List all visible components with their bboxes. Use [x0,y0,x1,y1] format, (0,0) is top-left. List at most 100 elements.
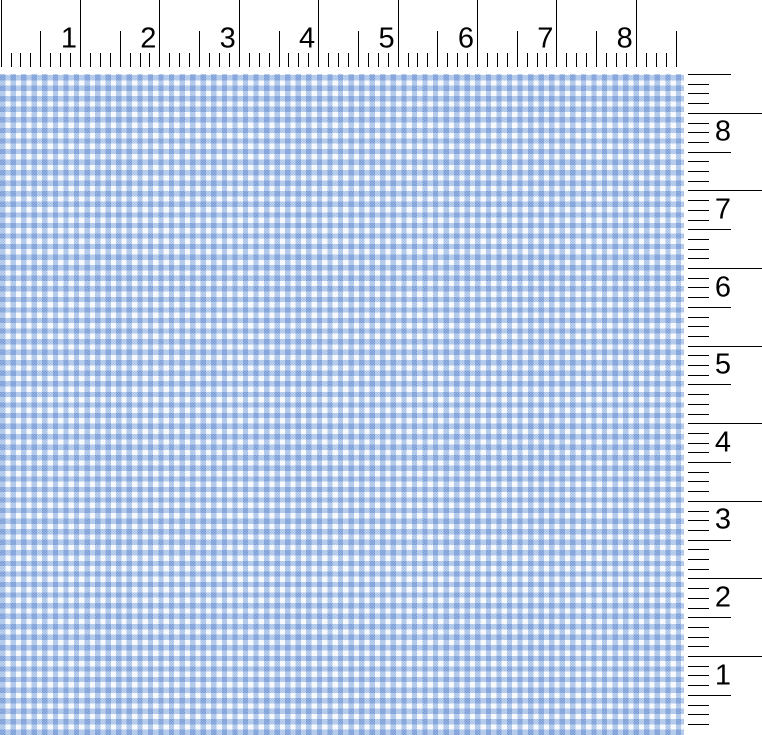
ruler-tick [258,53,260,67]
ruler-tick [688,200,709,202]
ruler-tick [635,0,637,67]
ruler-tick [477,0,478,67]
ruler-tick [357,31,359,67]
ruler-tick [566,53,568,67]
ruler-tick [60,53,62,67]
ruler-tick [688,122,709,124]
ruler-tick [688,238,709,240]
ruler-tick [688,491,709,493]
ruler-tick [70,53,72,67]
ruler-tick [688,277,709,279]
ruler-tick [89,53,91,67]
ruler-tick [688,597,709,599]
ruler-label: 2 [714,581,732,614]
ruler-tick [688,209,709,211]
ruler-tick [688,365,709,366]
ruler-tick [615,53,617,67]
ruler-tick [278,31,280,67]
ruler-tick [688,141,709,143]
ruler-tick [209,53,211,67]
ruler-tick [30,53,32,67]
ruler-tick [129,53,131,67]
ruler-label: 7 [714,193,732,226]
ruler-tick [688,151,731,153]
ruler-tick [688,74,731,75]
ruler-tick [99,53,101,67]
ruler-tick [688,423,762,425]
ruler-tick [457,53,459,67]
ruler-tick [688,646,709,648]
ruler-tick [437,31,439,67]
ruler-tick [688,462,731,463]
ruler-tick [298,53,300,67]
ruler-tick [688,442,709,444]
ruler-tick [506,53,508,67]
ruler-tick [159,0,161,67]
ruler-tick [688,626,709,628]
ruler-label: 5 [378,22,395,54]
ruler-tick [0,0,2,67]
ruler-label: 2 [140,22,157,54]
ruler-tick [688,588,709,590]
ruler-tick [688,675,709,677]
ruler-tick [645,53,647,67]
ruler-label: 8 [714,115,732,148]
ruler-tick [199,31,201,67]
ruler-tick [688,219,709,221]
ruler-tick [688,471,709,473]
ruler-tick [688,559,709,560]
ruler-tick [417,53,419,67]
ruler-label: 4 [714,426,732,459]
ruler-tick [675,31,677,67]
ruler-tick [347,53,349,67]
ruler-tick [688,258,709,260]
ruler-tick [328,53,330,67]
ruler-label: 4 [299,22,316,54]
ruler-tick [20,53,22,67]
ruler-tick [596,31,598,67]
ruler-tick [688,355,709,357]
ruler-tick [655,53,657,67]
ruler-tick [688,481,709,483]
ruler-tick [688,656,762,657]
ruler-tick [688,268,762,269]
ruler-label: 3 [714,503,732,536]
fabric-swatch [0,74,684,735]
ruler-tick [688,161,709,163]
ruler-tick [397,0,399,67]
ruler-tick [546,53,548,67]
ruler-tick [179,53,181,67]
ruler-tick [688,326,709,328]
ruler-tick [189,53,191,67]
ruler-tick [367,53,369,67]
ruler-tick [688,432,709,434]
ruler-tick [688,374,709,376]
ruler-label: 8 [616,22,633,54]
ruler-tick [688,403,709,405]
ruler-tick [688,287,709,289]
ruler-tick [688,529,709,531]
ruler-tick [586,53,588,67]
ruler-tick [50,53,52,67]
ruler-tick [688,452,709,454]
ruler-tick [228,53,230,67]
ruler-tick [688,520,709,522]
ruler-tick [688,180,709,182]
ruler-tick [688,248,709,250]
ruler-tick [688,694,731,696]
ruler-label: 6 [457,22,474,54]
ruler-horizontal: 1 2 3 4 5 6 7 8 [0,0,762,74]
ruler-tick [625,53,627,67]
ruler-tick [427,53,429,67]
ruler-tick [40,31,42,67]
ruler-tick [238,0,240,67]
ruler-label: 7 [537,22,554,54]
ruler-tick [688,394,709,396]
ruler-tick [688,229,731,231]
ruler-tick [688,316,709,318]
ruler-tick [606,53,608,67]
ruler-tick [119,31,121,67]
ruler-tick [447,53,449,67]
ruler-tick [688,112,762,114]
